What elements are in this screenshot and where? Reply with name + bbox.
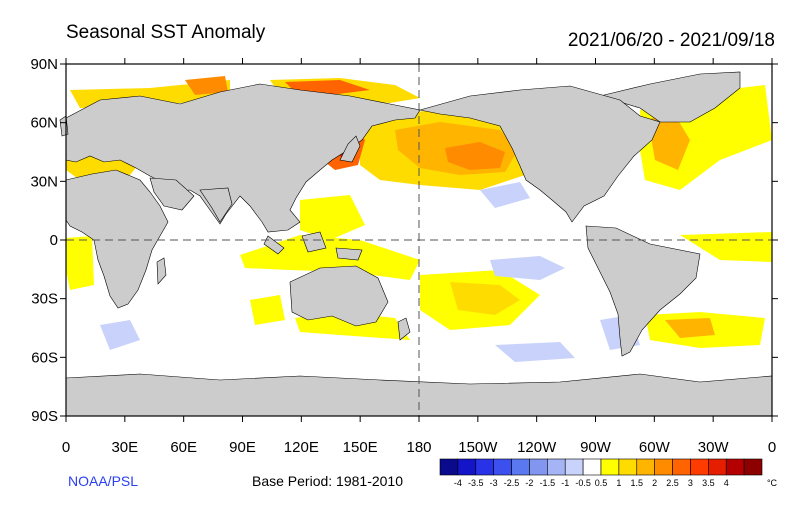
land-australia: [289, 265, 389, 327]
lon-label: 60E: [170, 439, 197, 456]
colorbar-label: 1.5: [631, 478, 644, 488]
colorbar-label: -0.5: [575, 478, 591, 488]
colorbar-label: 3: [688, 478, 693, 488]
map-title: Seasonal SST Anomaly: [66, 22, 266, 43]
colorbar-swatch: [547, 458, 566, 476]
colorbar-swatch: [743, 458, 763, 476]
lon-label: 150W: [458, 439, 498, 456]
colorbar-swatch: [725, 458, 745, 476]
colorbar-label: 3.5: [702, 478, 715, 488]
lon-label: 30E: [111, 439, 138, 456]
colorbar-label: -3.5: [468, 478, 484, 488]
anomaly-patch-indonesia: [240, 235, 420, 280]
anomaly-patch-cool-southern-ocean: [495, 342, 575, 362]
longitude-axis: 0 30E 60E 90E 120E 150E 180 150W 120W 90W 60W 30W 0: [62, 58, 776, 456]
colorbar-label: -4: [454, 478, 462, 488]
land-borneo: [301, 231, 327, 253]
colorbar: -4 -3.5 -3 -2.5 -2 -1.5 -1 -0.5 0.5 1 1.5 2 2.5 3 3.5 4…: [439, 458, 778, 488]
anomaly-patch-cool-east-pacific: [490, 256, 565, 280]
colorbar-swatch: [600, 458, 620, 476]
land-south-america: [585, 225, 701, 357]
lat-label: 0: [50, 232, 58, 249]
lon-label: 0: [768, 439, 776, 456]
colorbar-swatch: [529, 458, 548, 476]
anomaly-patch-australia-south: [295, 312, 410, 340]
anomaly-patch-west-pacific: [300, 195, 365, 240]
colorbar-label: -2.5: [504, 478, 520, 488]
colorbar-label: -1.5: [540, 478, 556, 488]
date-range: 2021/06/20 - 2021/09/18: [567, 30, 775, 51]
colorbar-swatch: [564, 458, 584, 476]
land-greenland: [598, 71, 741, 123]
land-new-zealand: [397, 317, 411, 341]
lon-label: 60W: [639, 439, 671, 456]
lon-label: 90E: [229, 439, 256, 456]
colorbar-swatch: [511, 458, 530, 476]
land-new-guinea: [335, 247, 363, 261]
anomaly-patch-cool-indian: [100, 320, 140, 350]
lon-label: 30W: [698, 439, 730, 456]
colorbar-swatch: [493, 458, 512, 476]
lat-label: 90N: [30, 56, 58, 73]
colorbar-label: -1: [561, 478, 569, 488]
land: [59, 71, 773, 417]
latitude-axis: 90N 60N 30N 0 30S 60S 90S: [30, 56, 778, 425]
base-period-label: Base Period: 1981-2010: [252, 473, 403, 489]
colorbar-swatch: [690, 458, 709, 476]
colorbar-swatch: [636, 458, 655, 476]
credit-label: NOAA/PSL: [68, 473, 139, 489]
land-japan: [339, 135, 361, 163]
lon-label: 120E: [284, 439, 319, 456]
lat-label: 60N: [30, 115, 58, 132]
anomaly-patch-south-pacific-core: [450, 282, 520, 315]
colorbar-swatch: [457, 458, 477, 476]
lon-label: 120W: [517, 439, 557, 456]
colorbar-label: -2: [525, 478, 533, 488]
anomaly-patch-cool-north-pacific: [480, 182, 530, 208]
colorbar-swatch: [654, 458, 673, 476]
land-madagascar: [156, 257, 167, 285]
land-india: [199, 187, 233, 223]
lat-label: 30S: [31, 291, 58, 308]
colorbar-swatch: [672, 458, 691, 476]
colorbar-swatch: [708, 458, 727, 476]
colorbar-swatch: [618, 458, 638, 476]
colorbar-label: 4: [724, 478, 729, 488]
colorbar-label: 0.5: [595, 478, 608, 488]
land-arabia: [149, 177, 195, 211]
land-eurasia: [65, 83, 421, 233]
lat-label: 30N: [30, 173, 58, 190]
colorbar-unit: °C: [767, 478, 778, 488]
colorbar-swatch: [582, 458, 602, 476]
lat-label: 90S: [31, 408, 58, 425]
colorbar-label: 1: [616, 478, 621, 488]
lon-label: 180: [406, 439, 431, 456]
colorbar-swatch: [475, 458, 494, 476]
anomaly-patch-australia-west: [250, 295, 285, 325]
lon-label: 150E: [343, 439, 378, 456]
colorbar-swatch: [439, 458, 459, 476]
anomaly-patch-south-atlantic-core: [665, 318, 715, 338]
anomaly-patch-west-africa: [66, 236, 94, 290]
lat-label: 60S: [31, 349, 58, 366]
lon-label: 0: [62, 439, 70, 456]
land-north-america: [419, 85, 661, 223]
anomaly-patch-north-pacific-max: [445, 142, 505, 170]
colorbar-label: 2.5: [666, 478, 679, 488]
lon-label: 90W: [580, 439, 612, 456]
anomaly-patch-barents-core: [185, 76, 228, 95]
colorbar-label: -3: [490, 478, 498, 488]
colorbar-label: 2: [652, 478, 657, 488]
land-africa: [65, 169, 169, 309]
